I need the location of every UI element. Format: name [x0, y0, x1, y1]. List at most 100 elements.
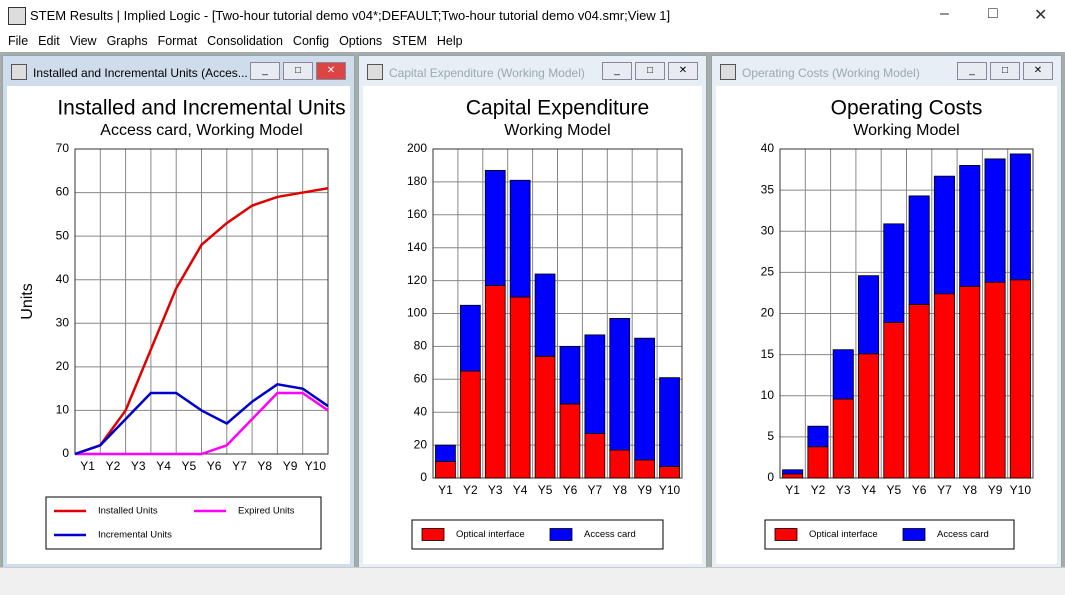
- x-tick-label: Y7: [937, 483, 952, 497]
- menu-item[interactable]: Config: [292, 34, 330, 48]
- bar-segment: [933, 175, 955, 295]
- status-bar: [0, 567, 1065, 595]
- x-tick-label: Y4: [513, 483, 528, 497]
- y-tick-label: 40: [414, 404, 428, 418]
- bar-segment: [484, 285, 506, 479]
- bar-segment: [534, 273, 556, 357]
- title-bar: STEM Results | Implied Logic - [Two-hour…: [0, 0, 1065, 31]
- legend-label: Installed Units: [98, 506, 158, 517]
- menu-item[interactable]: File: [8, 34, 29, 48]
- bar-segment: [908, 195, 930, 305]
- bar-segment: [1009, 279, 1031, 479]
- y-tick-label: 120: [407, 273, 427, 287]
- menu-item[interactable]: Options: [339, 34, 383, 48]
- chart-title: Operating Costs: [831, 97, 983, 120]
- restore[interactable]: □: [635, 62, 665, 80]
- close[interactable]: ✕: [1034, 7, 1048, 24]
- child-window: Installed and Incremental Units (Acces..…: [2, 55, 355, 568]
- y-tick-label: 20: [56, 359, 70, 373]
- close[interactable]: ✕: [316, 62, 346, 80]
- bar-segment: [959, 165, 981, 287]
- x-tick-label: Y1: [785, 483, 800, 497]
- chart-subtitle: Working Model: [504, 122, 610, 139]
- y-tick-label: 20: [414, 437, 428, 451]
- legend-box: [45, 496, 322, 550]
- menu-item[interactable]: Consolidation: [207, 34, 283, 48]
- bar-segment: [634, 337, 656, 461]
- x-tick-label: Y9: [988, 483, 1003, 497]
- menu-item[interactable]: Graphs: [106, 34, 148, 48]
- bar-segment: [959, 285, 981, 479]
- legend-label: Incremental Units: [98, 530, 172, 541]
- x-tick-label: Y10: [1010, 483, 1032, 497]
- y-tick-label: 0: [767, 470, 774, 484]
- y-axis-label: Units: [19, 283, 36, 319]
- x-tick-label: Y7: [588, 483, 603, 497]
- child-window-title: Operating Costs (Working Model): [742, 66, 920, 80]
- x-tick-label: Y9: [637, 483, 652, 497]
- minimize[interactable]: –: [940, 5, 949, 22]
- menu-item[interactable]: Edit: [38, 34, 60, 48]
- child-window-title: Capital Expenditure (Working Model): [389, 66, 585, 80]
- y-tick-label: 200: [407, 141, 427, 155]
- legend-swatch: [549, 528, 573, 541]
- bar-segment: [807, 446, 829, 479]
- chart-title: Installed and Incremental Units: [57, 97, 345, 120]
- bar-segment: [832, 398, 854, 479]
- chart: Installed and Incremental Units Access ca…: [7, 86, 350, 564]
- y-tick-label: 180: [407, 174, 427, 188]
- child-window: Operating Costs (Working Model) _ □ ✕ Operat…: [711, 55, 1062, 568]
- menu-item[interactable]: Help: [436, 34, 463, 48]
- y-tick-label: 25: [761, 265, 775, 279]
- bar-segment: [584, 334, 606, 434]
- legend-box: [764, 519, 1015, 550]
- restore[interactable]: □: [283, 62, 313, 80]
- bar-segment: [858, 353, 880, 479]
- bar-segment: [832, 349, 854, 400]
- bar-segment: [883, 223, 905, 323]
- minimize[interactable]: _: [957, 62, 987, 80]
- menu-item[interactable]: View: [69, 34, 97, 48]
- x-tick-label: Y8: [612, 483, 627, 497]
- plot-border: [432, 148, 683, 479]
- maximize[interactable]: □: [988, 5, 998, 22]
- bar-segment: [858, 275, 880, 355]
- child-window-title: Installed and Incremental Units (Acces..…: [33, 66, 248, 80]
- x-tick-label: Y3: [836, 483, 851, 497]
- bar-segment: [883, 322, 905, 479]
- menu-item[interactable]: STEM: [392, 34, 427, 48]
- y-tick-label: 5: [767, 429, 774, 443]
- y-tick-label: 140: [407, 240, 427, 254]
- minimize[interactable]: _: [602, 62, 632, 80]
- y-tick-label: 35: [761, 182, 775, 196]
- bar-segment: [484, 169, 506, 286]
- x-tick-label: Y8: [257, 459, 272, 473]
- bar-segment: [534, 355, 556, 479]
- minimize[interactable]: _: [250, 62, 280, 80]
- bar-segment: [933, 293, 955, 479]
- chart-subtitle: Working Model: [853, 122, 959, 139]
- window-icon: [720, 64, 736, 80]
- mdi-area: Installed and Incremental Units (Acces..…: [0, 52, 1065, 568]
- restore[interactable]: □: [990, 62, 1020, 80]
- menu-item[interactable]: Format: [157, 34, 198, 48]
- y-tick-label: 40: [761, 141, 775, 155]
- chart-subtitle: Access card, Working Model: [100, 122, 302, 139]
- legend-swatch: [774, 528, 798, 541]
- bar-segment: [584, 433, 606, 479]
- x-tick-label: Y5: [538, 483, 553, 497]
- bar-segment: [984, 158, 1006, 283]
- x-tick-label: Y6: [912, 483, 927, 497]
- bar-segment: [659, 466, 680, 479]
- y-tick-label: 70: [56, 141, 70, 155]
- x-tick-label: Y10: [659, 483, 681, 497]
- x-tick-label: Y6: [563, 483, 578, 497]
- app-icon: [8, 7, 26, 25]
- close[interactable]: ✕: [668, 62, 698, 80]
- bar-segment: [782, 473, 804, 479]
- legend-label: Optical interface: [456, 529, 525, 540]
- window-icon: [11, 64, 27, 80]
- close[interactable]: ✕: [1023, 62, 1053, 80]
- legend-swatch: [421, 528, 445, 541]
- bar-segment: [559, 403, 581, 479]
